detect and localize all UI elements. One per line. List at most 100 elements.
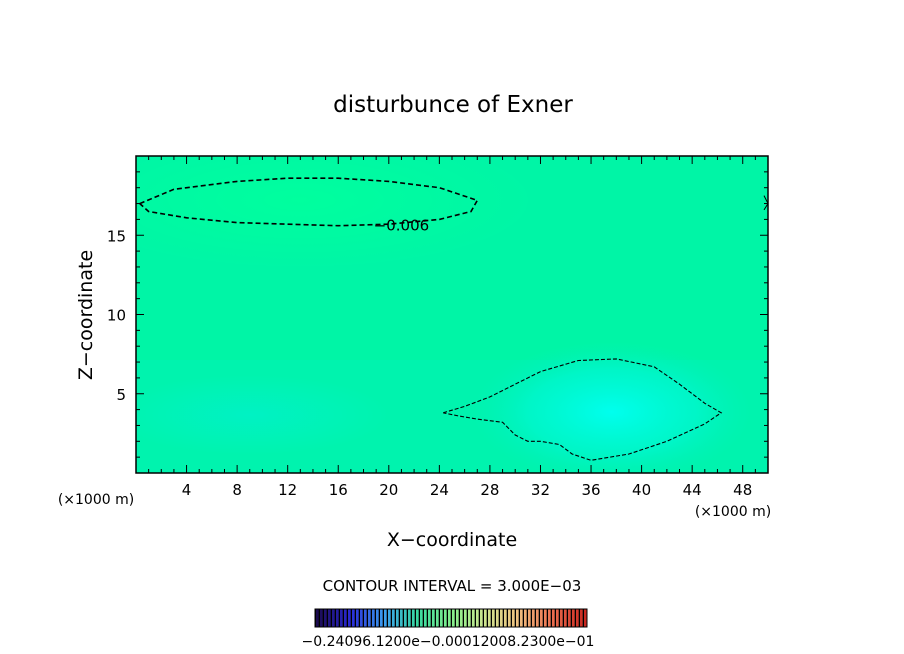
colorbar-cell-fill	[568, 609, 571, 627]
colorbar-cell-fill	[424, 609, 427, 627]
contour-interval-text: CONTOUR INTERVAL = 3.000E−03	[323, 577, 582, 595]
colorbar-cell-fill	[436, 609, 439, 627]
colorbar-cell-fill	[380, 609, 383, 627]
contour-line	[139, 177, 479, 227]
colorbar-cell-fill	[536, 609, 539, 627]
colorbar-cell-fill	[324, 609, 327, 627]
colorbar-cell-fill	[564, 609, 567, 627]
colorbar-cell-fill	[456, 609, 459, 627]
heatmap-maximum-region	[136, 156, 540, 270]
colorbar-cell-fill	[548, 609, 551, 627]
colorbar-cell-fill	[432, 609, 435, 627]
colorbar-cell-fill	[344, 609, 347, 627]
colorbar-cell-fill	[560, 609, 563, 627]
heatmap-field	[136, 156, 768, 473]
contour-layer	[139, 177, 768, 461]
colorbar-cell-fill	[416, 609, 419, 627]
x-tick-label: 24	[430, 481, 449, 499]
colorbar-cell-fill	[552, 609, 555, 627]
colorbar-cell-fill	[580, 609, 583, 627]
colorbar-cell-fill	[384, 609, 387, 627]
colorbar-cell-fill	[444, 609, 447, 627]
contour-label: −0.006	[374, 217, 430, 235]
colorbar-frame	[314, 608, 588, 628]
colorbar-cell-fill	[368, 609, 371, 627]
colorbar-cell-fill	[476, 609, 479, 627]
colorbar-cell-fill	[404, 609, 407, 627]
colorbar-cell-fill	[356, 609, 359, 627]
colorbar-cell-fill	[352, 609, 355, 627]
colorbar-cell-fill	[524, 609, 527, 627]
x-axis: 4 8 12 16 20 24 28 32 36 40 44 48	[148, 156, 756, 499]
heatmap-minimum-region	[472, 342, 752, 473]
colorbar-cell-fill	[496, 609, 499, 627]
x-tick-label: 36	[581, 481, 600, 499]
colorbar-cell-fill	[340, 609, 343, 627]
colorbar-cell-fill	[372, 609, 375, 627]
x-tick-label: 40	[632, 481, 651, 499]
x-unit-left: (×1000 m)	[58, 492, 134, 508]
x-unit-right: (×1000 m)	[695, 504, 771, 520]
colorbar-cell-fill	[500, 609, 503, 627]
colorbar-cell-fill	[392, 609, 395, 627]
heatmap-secondary-lobe	[136, 375, 390, 455]
y-tick-label: 5	[116, 386, 126, 404]
colorbar-cell-fill	[528, 609, 531, 627]
colorbar-cell-fill	[488, 609, 491, 627]
y-axis: 5 10 15	[107, 171, 768, 458]
colorbar-cell-fill	[360, 609, 363, 627]
colorbar-cell-fill	[336, 609, 339, 627]
y-tick-label: 10	[107, 307, 126, 325]
colorbar-cell-fill	[556, 609, 559, 627]
colorbar-cell-fill	[348, 609, 351, 627]
colorbar-cell-fill	[412, 609, 415, 627]
colorbar-cell-fill	[364, 609, 367, 627]
colorbar-cell-fill	[508, 609, 511, 627]
colorbar-labels: −0.24096.1200e−0.00012008.2300e−01	[302, 634, 595, 650]
edge-contour-mark	[763, 195, 768, 211]
colorbar-cell-fill	[576, 609, 579, 627]
colorbar-cell-fill	[420, 609, 423, 627]
colorbar-cell-fill	[400, 609, 403, 627]
colorbar-cell-fill	[544, 609, 547, 627]
colorbar-cell-fill	[320, 609, 323, 627]
colorbar-cell-fill	[468, 609, 471, 627]
y-tick-label: 15	[107, 227, 126, 245]
colorbar-cell-fill	[540, 609, 543, 627]
colorbar-cell-fill	[572, 609, 575, 627]
colorbar-cell-fill	[376, 609, 379, 627]
colorbar-cell-fill	[472, 609, 475, 627]
colorbar-cell-fill	[504, 609, 507, 627]
y-axis-label: Z−coordinate	[75, 250, 97, 380]
colorbar-cell-fill	[520, 609, 523, 627]
colorbar-cell-fill	[460, 609, 463, 627]
colorbar-cell-fill	[532, 609, 535, 627]
colorbar-cell-fill	[484, 609, 487, 627]
colorbar-cell-fill	[584, 609, 587, 627]
contour-line	[443, 358, 723, 461]
colorbar-cell-fill	[396, 609, 399, 627]
colorbar-cell-fill	[492, 609, 495, 627]
x-tick-label: 20	[379, 481, 398, 499]
colorbar-cell-fill	[332, 609, 335, 627]
colorbar-cell-fill	[328, 609, 331, 627]
x-tick-label: 28	[480, 481, 499, 499]
x-tick-label: 32	[531, 481, 550, 499]
colorbar-cell-fill	[464, 609, 467, 627]
x-tick-label: 4	[182, 481, 192, 499]
colorbar-cell-fill	[516, 609, 519, 627]
x-axis-label: X−coordinate	[387, 529, 517, 551]
colorbar-cell-fill	[408, 609, 411, 627]
colorbar-cell-fill	[316, 609, 319, 627]
x-tick-label: 44	[683, 481, 702, 499]
colorbar-cell-fill	[440, 609, 443, 627]
x-tick-label: 8	[232, 481, 242, 499]
colorbar-cell-fill	[480, 609, 483, 627]
colorbar-cell-fill	[512, 609, 515, 627]
x-tick-label: 48	[733, 481, 752, 499]
x-tick-label: 12	[278, 481, 297, 499]
colorbar-cell-fill	[388, 609, 391, 627]
x-tick-label: 16	[329, 481, 348, 499]
colorbar-cell-fill	[448, 609, 451, 627]
